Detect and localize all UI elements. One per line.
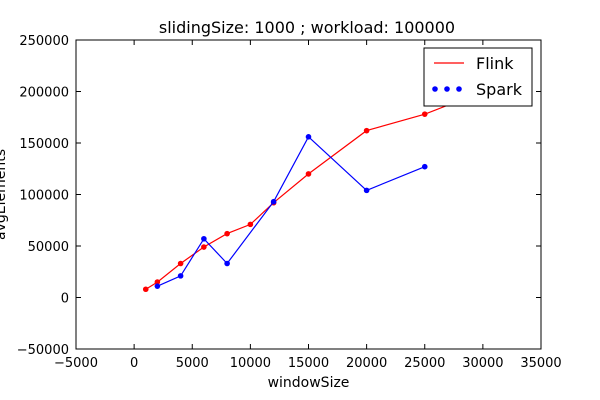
- y-tick-label: 150000: [19, 137, 69, 152]
- data-point-flink: [224, 230, 230, 237]
- legend-swatch-spark: [432, 86, 438, 92]
- x-tick-label: 5000: [176, 356, 209, 371]
- y-tick-label: 100000: [19, 189, 69, 204]
- legend-swatch-spark: [444, 86, 450, 92]
- data-point-flink: [421, 111, 428, 117]
- legend-swatch-spark: [456, 86, 462, 92]
- legend-box: [423, 47, 533, 107]
- data-point-spark: [154, 283, 161, 289]
- y-tick-label: 250000: [19, 34, 69, 49]
- data-point-flink: [247, 221, 254, 228]
- series-layer: [142, 88, 486, 293]
- data-point-flink: [142, 286, 149, 293]
- x-tick-label: 25000: [404, 356, 445, 371]
- data-point-spark: [224, 260, 230, 267]
- ticks-layer: −5000 0 5000 10000 15000 20000 25000 30000 35000…: [17, 34, 562, 371]
- data-point-flink: [201, 244, 207, 250]
- x-tick-label: 10000: [230, 356, 271, 371]
- data-point-spark: [177, 273, 184, 279]
- legend: Flink Spark: [423, 47, 533, 107]
- series-line-flink: [145, 90, 484, 290]
- chart-title: slidingSize: 1000 ; workload: 100000: [159, 18, 455, 37]
- data-point-flink: [363, 127, 370, 134]
- series-line-spark: [157, 135, 426, 287]
- x-tick-label: 30000: [462, 356, 503, 371]
- data-point-spark: [305, 134, 312, 140]
- x-axis-title: windowSize: [268, 375, 350, 391]
- y-tick-label: 0: [61, 292, 69, 307]
- y-tick-label: 50000: [28, 240, 69, 255]
- data-point-flink: [154, 279, 161, 285]
- y-tick-label: −50000: [17, 343, 69, 358]
- data-point-flink: [305, 171, 312, 177]
- x-tick-label: 35000: [520, 356, 561, 371]
- legend-label-flink: Flink: [476, 54, 514, 73]
- x-tick-label: 0: [130, 356, 138, 371]
- legend-label-spark: Spark: [476, 80, 523, 99]
- x-tick-label: 15000: [288, 356, 329, 371]
- data-point-spark: [363, 187, 370, 194]
- y-tick-label: 200000: [19, 86, 69, 101]
- data-point-spark: [201, 235, 207, 242]
- data-point-flink: [177, 260, 184, 267]
- data-point-spark: [421, 163, 428, 170]
- data-point-spark: [270, 198, 277, 205]
- y-axis-title: avgElements: [0, 149, 9, 240]
- x-tick-label: −5000: [54, 356, 98, 371]
- x-tick-label: 20000: [346, 356, 387, 371]
